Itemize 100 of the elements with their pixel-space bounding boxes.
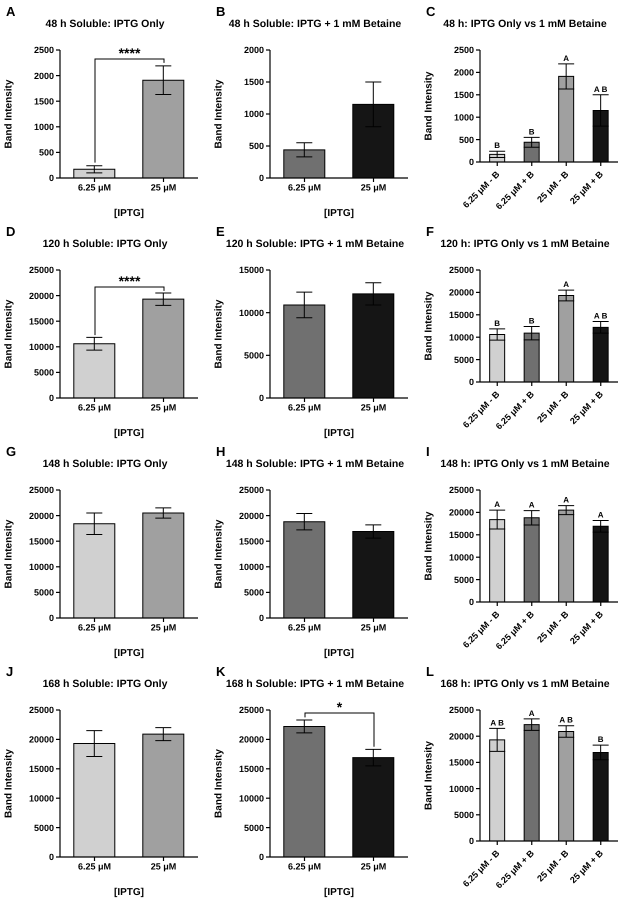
text: A — [6, 4, 16, 19]
y-tick-label: 25000 — [28, 265, 54, 276]
y-tick-label: 25000 — [28, 705, 54, 716]
y-tick-label: 0 — [258, 613, 264, 624]
y-axis-title: Band Intensity — [214, 519, 225, 588]
x-tick-label: 25 μM + B — [568, 608, 606, 646]
y-tick-label: 0 — [48, 613, 54, 624]
x-tick-label: 25 μM — [360, 622, 386, 632]
data-label: A — [563, 496, 570, 505]
y-tick-label: 500 — [458, 134, 474, 145]
x-tick-label: 25 μM — [360, 182, 386, 192]
x-tick-label: 6.25 μM — [78, 861, 112, 872]
y-axis-title: Band Intensity — [424, 291, 435, 360]
y-tick-label: 20000 — [448, 288, 474, 298]
data-label: B — [528, 316, 535, 326]
x-tick-label: 6.25 μM — [288, 622, 322, 632]
chart-title: 148 h: IPTG Only vs 1 mM Betaine — [439, 458, 611, 470]
y-tick-label: 0 — [468, 597, 474, 608]
chart-title: 168 h Soluble: IPTG + 1 mM Betaine — [224, 678, 406, 690]
data-label: A B — [490, 718, 504, 728]
y-axis-title: Band Intensity — [4, 748, 15, 818]
y-tick-label: 5000 — [244, 588, 264, 598]
x-tick-label: 25 μM — [150, 861, 176, 872]
y-tick-label: 25000 — [448, 705, 474, 716]
y-tick-label: 25000 — [238, 485, 264, 496]
x-axis-title: [IPTG] — [324, 208, 354, 219]
y-tick-label: 10000 — [28, 342, 54, 352]
y-tick-label: 1000 — [244, 109, 264, 120]
annotation: **** — [118, 45, 140, 62]
y-tick-label: 15000 — [448, 530, 474, 540]
y-tick-label: 0 — [468, 836, 474, 846]
y-tick-label: 10000 — [238, 562, 264, 572]
chart-title: 168 h: IPTG Only vs 1 mM Betaine — [439, 678, 611, 690]
y-tick-label: 20000 — [448, 731, 474, 742]
y-tick-label: 0 — [258, 393, 264, 404]
y-tick-label: 10000 — [448, 332, 474, 342]
y-tick-label: 0 — [258, 852, 264, 862]
y-axis-title: Band Intensity — [4, 299, 15, 368]
y-axis-title: Band Intensity — [214, 748, 225, 818]
x-tick-label: 6.25 μM — [288, 182, 322, 192]
y-tick-label: 500 — [38, 148, 54, 158]
data-label: B — [494, 318, 500, 328]
y-tick-label: 0 — [468, 377, 474, 388]
chart-title: 120 h Soluble: IPTG Only — [42, 238, 168, 250]
x-tick-label: 25 μM - B — [535, 608, 571, 645]
y-tick-label: 1500 — [454, 90, 474, 100]
y-tick-label: 5000 — [454, 810, 474, 820]
chart-title: 168 h Soluble: IPTG Only — [42, 678, 168, 690]
data-label: A — [563, 280, 570, 290]
text: J — [6, 664, 14, 679]
y-axis-title: Band Intensity — [424, 511, 435, 580]
significance-bracket: **** — [94, 45, 164, 164]
x-tick-label: 25 μM + B — [568, 168, 606, 206]
y-tick-label: 1000 — [34, 122, 54, 132]
chart-title: 48 h: IPTG Only vs 1 mM Betaine — [442, 18, 608, 30]
y-tick-label: 25000 — [28, 485, 54, 496]
annotation: * — [336, 698, 342, 715]
y-axis-title: Band Intensity — [424, 740, 435, 810]
y-tick-label: 20000 — [28, 734, 54, 745]
y-tick-label: 25000 — [238, 705, 264, 716]
y-tick-label: 10000 — [448, 784, 474, 794]
x-axis-title: [IPTG] — [114, 208, 144, 219]
y-tick-label: 10000 — [238, 308, 264, 318]
chart-title: 120 h: IPTG Only vs 1 mM Betaine — [439, 238, 611, 250]
x-tick-label: 25 μM - B — [535, 848, 571, 884]
data-label: A B — [559, 716, 574, 725]
y-tick-label: 5000 — [454, 354, 474, 365]
y-tick-label: 5000 — [454, 574, 474, 585]
text: B — [216, 4, 226, 19]
x-tick-label: 25 μM - B — [535, 388, 571, 425]
y-tick-label: 5000 — [244, 822, 264, 833]
text: F — [426, 224, 434, 239]
data-label: A — [494, 500, 500, 510]
text: H — [216, 444, 226, 459]
x-axis-title: [IPTG] — [324, 428, 354, 439]
y-tick-label: 2500 — [34, 45, 54, 56]
y-tick-label: 5000 — [244, 350, 264, 361]
data-label: B — [528, 127, 535, 136]
y-tick-label: 15000 — [28, 536, 54, 546]
x-tick-label: 6.25 μM — [78, 182, 112, 192]
x-tick-label: 6.25 μM — [78, 402, 112, 412]
x-axis-title: [IPTG] — [114, 648, 144, 659]
data-label: B — [494, 141, 500, 150]
y-axis-title: Band Intensity — [214, 79, 225, 148]
y-tick-label: 2000 — [244, 45, 264, 56]
x-tick-label: 25 μM — [150, 402, 176, 412]
y-tick-label: 10000 — [28, 562, 54, 572]
y-tick-label: 25000 — [448, 485, 474, 496]
y-tick-label: 10000 — [448, 552, 474, 562]
y-tick-label: 10000 — [28, 793, 54, 804]
y-tick-label: 2000 — [34, 70, 54, 81]
x-tick-label: 6.25 μM — [78, 622, 112, 632]
y-tick-label: 2500 — [454, 45, 474, 56]
data-label: A — [528, 500, 535, 510]
annotation: **** — [118, 272, 140, 289]
y-axis-title: Band Intensity — [4, 519, 15, 588]
y-tick-label: 1000 — [454, 112, 474, 122]
y-tick-label: 15000 — [448, 758, 474, 768]
x-tick-label: 6.25 μM — [288, 861, 322, 872]
y-tick-label: 20000 — [238, 734, 264, 745]
